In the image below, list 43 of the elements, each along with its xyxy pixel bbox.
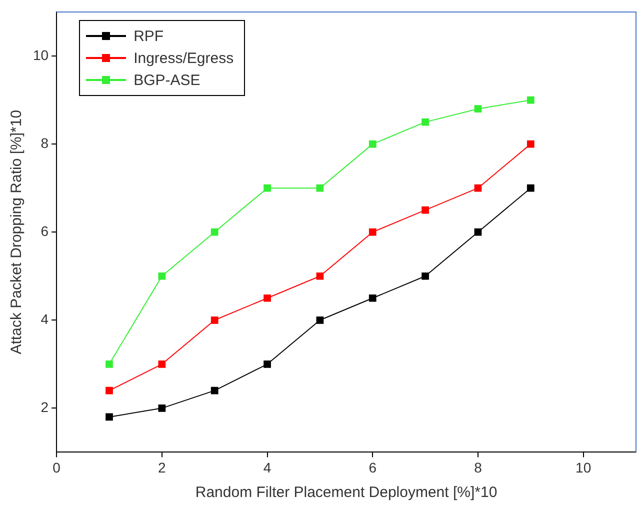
x-tick-label: 6 bbox=[368, 459, 377, 476]
x-tick-label: 2 bbox=[158, 459, 166, 476]
point bbox=[316, 184, 324, 192]
x-tick-label: 8 bbox=[474, 459, 482, 476]
point bbox=[210, 316, 218, 324]
point bbox=[474, 105, 482, 113]
point bbox=[158, 404, 166, 412]
point bbox=[422, 272, 429, 280]
point bbox=[422, 118, 429, 126]
point bbox=[368, 294, 376, 302]
point bbox=[158, 360, 166, 368]
point bbox=[474, 184, 482, 192]
y-tick-label: 2 bbox=[40, 399, 49, 416]
point bbox=[368, 140, 376, 148]
point bbox=[526, 96, 534, 104]
point bbox=[264, 360, 271, 368]
point bbox=[316, 272, 324, 280]
y-axis-title: Attack Packet Dropping Ratio [%]*10 bbox=[8, 110, 26, 354]
x-tick-label: 10 bbox=[576, 459, 592, 476]
y-tick-label: 6 bbox=[40, 222, 49, 239]
point bbox=[106, 413, 113, 421]
x-axis-title: Random Filter Placement Deployment [%]*10 bbox=[195, 484, 498, 502]
x-tick-label: 4 bbox=[263, 459, 272, 476]
point bbox=[264, 184, 271, 192]
point bbox=[264, 294, 271, 302]
y-tick-label: 10 bbox=[32, 46, 49, 63]
y-tick-label: 4 bbox=[40, 311, 49, 327]
point bbox=[526, 140, 534, 148]
point bbox=[210, 386, 218, 394]
point bbox=[474, 228, 482, 236]
point bbox=[210, 228, 218, 236]
point bbox=[316, 316, 324, 324]
point bbox=[422, 206, 429, 214]
point bbox=[106, 360, 113, 368]
legend-label: Ingress/Egress bbox=[134, 50, 234, 66]
legend-label: RPF bbox=[134, 28, 164, 44]
point bbox=[526, 184, 534, 192]
point bbox=[158, 272, 166, 280]
point bbox=[106, 386, 113, 394]
y-tick-label: 8 bbox=[40, 134, 49, 151]
legend-label: BGP-ASE bbox=[134, 72, 200, 88]
point bbox=[368, 228, 376, 236]
x-tick-label: 0 bbox=[52, 459, 61, 476]
